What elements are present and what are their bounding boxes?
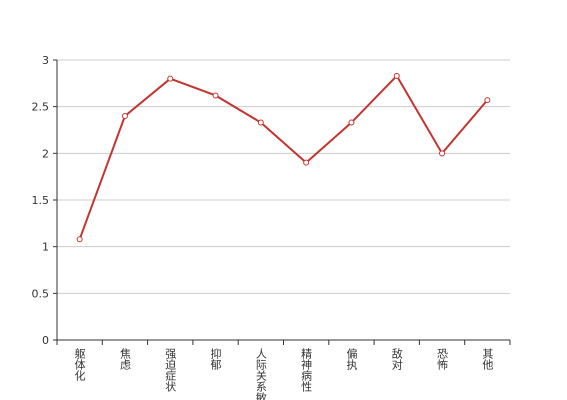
x-tick-label: 敌对 xyxy=(390,347,403,370)
y-tick-label: 0 xyxy=(42,334,49,347)
point xyxy=(121,113,128,119)
x-tick-label: 恐怖 xyxy=(436,348,449,370)
y-tick-label: 0.5 xyxy=(32,287,50,300)
point xyxy=(76,236,83,243)
point xyxy=(257,119,264,126)
x-tick-label: 抑郁 xyxy=(209,347,222,370)
y-tick-label: 2 xyxy=(42,147,49,160)
x-tick-label: 躯体化 xyxy=(73,348,86,382)
point xyxy=(212,92,219,99)
y-tick-label: 3 xyxy=(42,54,49,67)
point xyxy=(348,119,355,126)
point xyxy=(439,150,446,157)
line xyxy=(78,74,489,240)
point xyxy=(393,72,400,79)
x-tick-label: 强迫症状 xyxy=(164,348,177,392)
x-tick-label: 精神病性 xyxy=(300,348,313,393)
y-tick-label: 1.5 xyxy=(32,194,50,207)
point xyxy=(303,159,310,166)
x-tick-label: 偏执 xyxy=(345,347,358,371)
y-tick-label: 1 xyxy=(42,241,49,254)
y-tick-label: 2.5 xyxy=(32,101,50,114)
point xyxy=(484,97,491,104)
x-tick-label: 人际关系敏感 xyxy=(254,348,267,400)
x-tick-label: 其他 xyxy=(481,348,494,370)
x-tick-label: 焦虑 xyxy=(118,348,131,370)
point xyxy=(167,75,174,82)
